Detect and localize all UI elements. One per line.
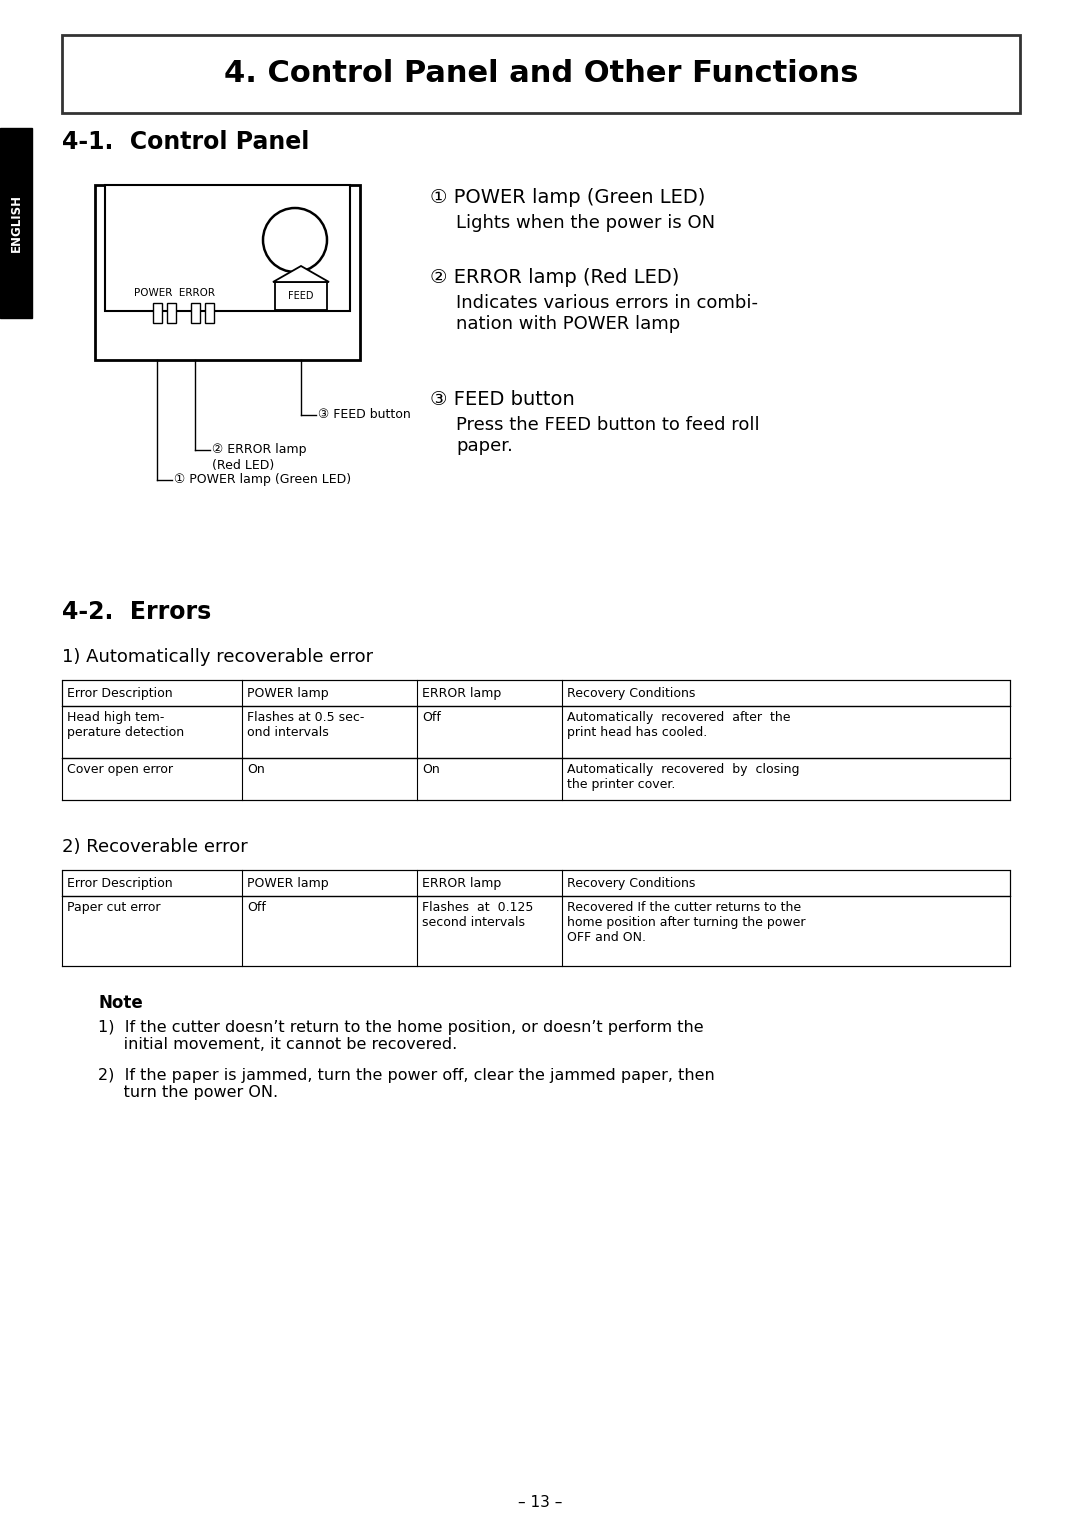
Bar [191,303,200,323]
Bar [275,281,327,310]
Text: Off: Off [247,901,266,914]
Text: Flashes  at  0.125
second intervals: Flashes at 0.125 second intervals [422,901,534,930]
Text: On: On [422,763,440,777]
Text: 2) Recoverable error: 2) Recoverable error [62,838,247,856]
Text: Error Description: Error Description [67,876,173,890]
Text: ① POWER lamp (Green LED): ① POWER lamp (Green LED) [174,474,351,486]
Text: Automatically  recovered  by  closing
the printer cover.: Automatically recovered by closing the p… [567,763,799,790]
Text: POWER lamp: POWER lamp [247,687,328,699]
Text: Error Description: Error Description [67,687,173,699]
Text: Recovery Conditions: Recovery Conditions [567,687,696,699]
Text: ③ FEED button: ③ FEED button [430,390,575,408]
Bar [62,680,1010,706]
Text: 2)  If the paper is jammed, turn the power off, clear the jammed paper, then
   : 2) If the paper is jammed, turn the powe… [98,1067,715,1101]
Text: ② ERROR lamp: ② ERROR lamp [212,443,307,457]
Text: ERROR lamp: ERROR lamp [422,687,501,699]
Circle shape [264,208,327,272]
Text: ② ERROR lamp (Red LED): ② ERROR lamp (Red LED) [430,268,679,287]
Bar [95,185,360,359]
Text: Recovery Conditions: Recovery Conditions [567,876,696,890]
Text: ENGLISH: ENGLISH [10,194,23,252]
Bar [167,303,176,323]
Bar [62,870,1010,896]
Text: Lights when the power is ON: Lights when the power is ON [456,214,715,232]
Text: Recovered If the cutter returns to the
home position after turning the power
OFF: Recovered If the cutter returns to the h… [567,901,806,943]
Bar [105,185,350,310]
Polygon shape [273,266,329,281]
Text: Head high tem-
perature detection: Head high tem- perature detection [67,711,184,739]
Text: Paper cut error: Paper cut error [67,901,161,914]
Text: Cover open error: Cover open error [67,763,173,777]
Bar [153,303,162,323]
Bar [205,303,214,323]
Text: 1) Automatically recoverable error: 1) Automatically recoverable error [62,648,373,667]
Text: FEED: FEED [288,291,314,301]
Text: (Red LED): (Red LED) [212,459,274,471]
Text: – 13 –: – 13 – [517,1495,563,1511]
Text: ① POWER lamp (Green LED): ① POWER lamp (Green LED) [430,188,705,206]
Text: Automatically  recovered  after  the
print head has cooled.: Automatically recovered after the print … [567,711,791,739]
Text: POWER lamp: POWER lamp [247,876,328,890]
Bar [62,35,1020,113]
Text: 1)  If the cutter doesn’t return to the home position, or doesn’t perform the
  : 1) If the cutter doesn’t return to the h… [98,1020,704,1052]
Text: 4. Control Panel and Other Functions: 4. Control Panel and Other Functions [224,60,859,89]
Text: 4-2.  Errors: 4-2. Errors [62,599,212,624]
Text: Off: Off [422,711,441,725]
Text: 4-1.  Control Panel: 4-1. Control Panel [62,130,309,154]
Text: Note: Note [98,994,143,1012]
Bar [0,128,32,318]
Text: Press the FEED button to feed roll
paper.: Press the FEED button to feed roll paper… [456,416,759,454]
Text: Indicates various errors in combi-
nation with POWER lamp: Indicates various errors in combi- natio… [456,294,758,333]
Text: Flashes at 0.5 sec-
ond intervals: Flashes at 0.5 sec- ond intervals [247,711,364,739]
Text: On: On [247,763,265,777]
Text: ③ FEED button: ③ FEED button [318,408,410,422]
Text: ERROR lamp: ERROR lamp [422,876,501,890]
Text: POWER  ERROR: POWER ERROR [135,287,216,298]
